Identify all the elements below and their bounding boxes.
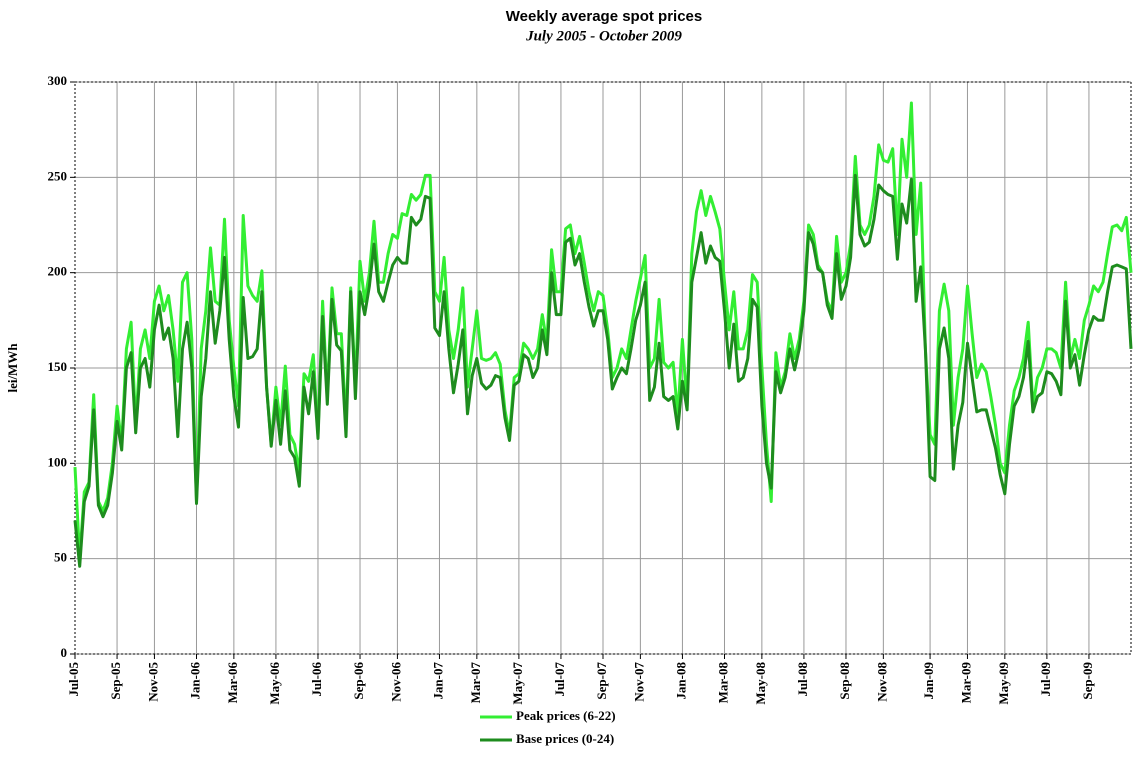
y-tick-label: 100 bbox=[48, 454, 68, 469]
y-tick-label: 200 bbox=[48, 264, 68, 279]
x-tick-label: Nov-05 bbox=[145, 662, 160, 702]
legend-label: Base prices (0-24) bbox=[516, 731, 614, 746]
x-tick-label: Jul-06 bbox=[309, 662, 324, 697]
x-tick-label: May-08 bbox=[753, 662, 768, 705]
y-tick-label: 150 bbox=[48, 359, 68, 374]
x-tick-label: Jan-08 bbox=[673, 662, 688, 700]
y-axis-label: lei/MWh bbox=[5, 343, 20, 393]
y-tick-label: 50 bbox=[54, 550, 67, 565]
x-tick-label: Nov-06 bbox=[388, 662, 403, 702]
x-tick-label: Jul-07 bbox=[552, 662, 567, 697]
x-tick-label: Sep-06 bbox=[351, 662, 366, 700]
x-tick-label: Jan-07 bbox=[430, 662, 445, 700]
x-tick-label: Jul-09 bbox=[1038, 662, 1053, 697]
x-tick-label: Jan-09 bbox=[921, 662, 936, 700]
legend-label: Peak prices (6-22) bbox=[516, 708, 616, 723]
series-line bbox=[73, 173, 1133, 568]
x-tick-label: Mar-07 bbox=[468, 662, 483, 704]
x-tick-label: Mar-08 bbox=[715, 662, 730, 704]
y-tick-label: 300 bbox=[48, 73, 68, 88]
x-tick-label: Mar-06 bbox=[225, 662, 240, 704]
x-tick-label: Sep-08 bbox=[837, 662, 852, 700]
series-line bbox=[73, 101, 1133, 561]
x-tick-label: Nov-08 bbox=[874, 662, 889, 702]
x-tick-label: Jan-06 bbox=[187, 662, 202, 700]
x-tick-label: Nov-07 bbox=[631, 662, 646, 702]
x-tick-label: May-06 bbox=[267, 662, 282, 705]
x-tick-label: Sep-09 bbox=[1080, 662, 1095, 700]
y-tick-label: 250 bbox=[48, 168, 68, 183]
x-tick-label: Jul-05 bbox=[66, 662, 81, 697]
plot-border bbox=[74, 81, 1132, 655]
chart-subtitle: July 2005 - October 2009 bbox=[525, 28, 682, 44]
x-tick-label: Mar-09 bbox=[958, 662, 973, 704]
x-tick-label: Sep-07 bbox=[594, 662, 609, 700]
y-tick-label: 0 bbox=[61, 645, 68, 660]
chart-title: Weekly average spot prices bbox=[506, 8, 703, 25]
x-tick-label: May-07 bbox=[510, 662, 525, 705]
x-tick-label: Sep-05 bbox=[108, 662, 123, 700]
x-tick-label: May-09 bbox=[996, 662, 1011, 705]
x-tick-label: Jul-08 bbox=[795, 662, 810, 697]
